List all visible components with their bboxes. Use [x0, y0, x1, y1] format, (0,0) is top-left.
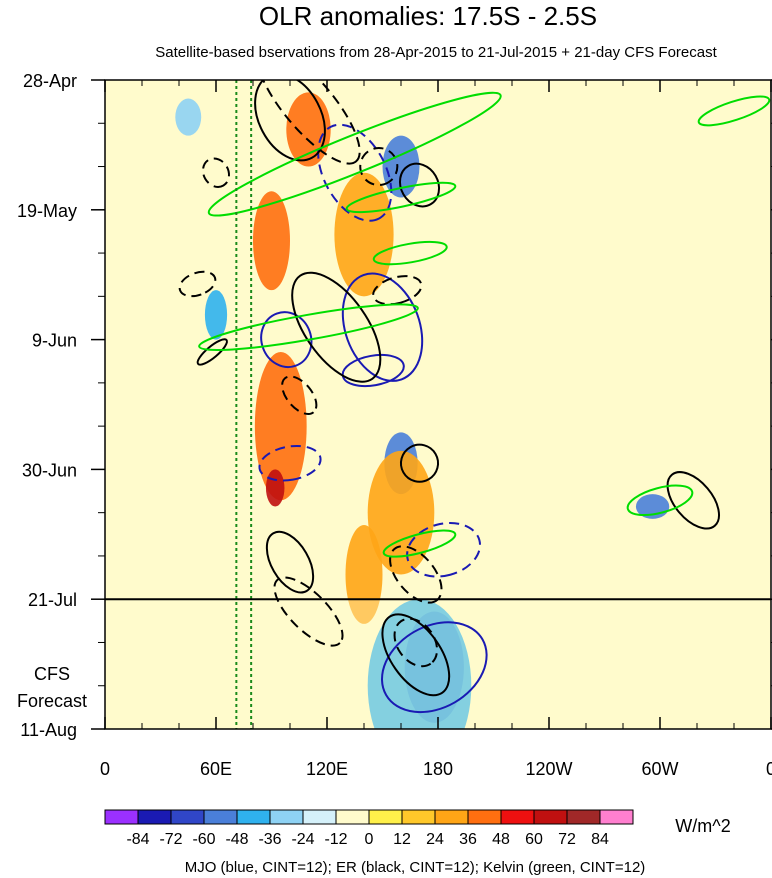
kelvin-contour-4	[626, 484, 694, 517]
anomaly-blob-9	[265, 469, 285, 507]
forecast-region-tint	[105, 599, 771, 729]
anomaly-blob-8	[254, 351, 307, 501]
colorbar-swatch-8	[368, 809, 403, 825]
y-tick-label: 21-Jul	[28, 590, 77, 610]
anomaly-blob-6	[175, 98, 202, 136]
chart-title: OLR anomalies: 17.5S - 2.5S	[259, 1, 597, 31]
colorbar-swatch-2	[170, 809, 205, 825]
er-contour-14	[359, 147, 399, 187]
y-tick-label: 11-Aug	[20, 720, 77, 740]
colorbar-label: 12	[393, 831, 411, 848]
er-contour-6	[399, 443, 440, 483]
colorbar-swatch-12	[500, 809, 535, 825]
er-contour-10	[273, 576, 344, 647]
mjo-contour-3	[258, 444, 322, 482]
anomaly-blob-7	[253, 191, 290, 291]
colorbar-swatch-10	[434, 809, 469, 825]
mjo-contour-2	[317, 123, 393, 222]
x-tick-label: 120E	[306, 759, 348, 779]
chart-subtitle: Satellite-based bservations from 28-Apr-…	[155, 44, 717, 61]
mjo-contour-1	[381, 621, 488, 714]
x-tick-label: 60E	[200, 759, 232, 779]
x-tick-label: 0	[100, 759, 110, 779]
colorbar-label: -12	[324, 831, 347, 848]
colorbar-swatch-14	[566, 809, 601, 825]
colorbar-label: -36	[258, 831, 281, 848]
er-contour-5	[398, 162, 441, 208]
er-contour-2	[265, 530, 315, 594]
mjo-contour-4	[406, 521, 481, 578]
colorbar-label: -84	[126, 831, 149, 848]
x-tick-label: 180	[423, 759, 453, 779]
y-tick-label: 28-Apr	[23, 71, 77, 91]
colorbar-swatch-4	[236, 809, 271, 825]
colorbar: -84 -72 -60 -48 -36 -24 -12 0 12 24 36 48 60 72 84	[104, 809, 634, 848]
er-contour-16	[201, 157, 231, 188]
colorbar-swatch-9	[401, 809, 436, 825]
er-contour-7	[196, 338, 228, 366]
anomaly-blob-2	[367, 599, 472, 729]
colorbar-swatch-3	[203, 809, 238, 825]
colorbar-swatch-13	[533, 809, 568, 825]
er-contour-9	[281, 375, 318, 415]
colorbar-label: -24	[291, 831, 314, 848]
colorbar-swatch-11	[467, 809, 502, 825]
y-tick-label: 19-May	[17, 201, 77, 221]
x-tick-label: 0	[766, 759, 772, 779]
y-tick-label: 30-Jun	[22, 460, 77, 480]
wave-contours	[178, 80, 771, 714]
mjo-contour-0	[341, 272, 424, 382]
colorbar-swatch-15	[599, 809, 634, 825]
anomaly-blob-4	[204, 290, 228, 340]
er-contour-3	[666, 471, 720, 530]
x-axis: 0 60E 120E 180 120W 60W 0	[100, 80, 772, 779]
colorbar-swatch-7	[335, 809, 370, 825]
y-tick-label: 9-Jun	[32, 331, 77, 351]
colorbar-swatch-5	[269, 809, 304, 825]
forecast-label-line2: Forecast	[17, 691, 87, 711]
kelvin-contour-5	[382, 529, 457, 558]
kelvin-contour-2	[198, 303, 419, 352]
colorbar-label: 60	[525, 831, 543, 848]
kelvin-contour-3	[372, 240, 448, 266]
colorbar-swatch-0	[104, 809, 139, 825]
colorbar-label: 0	[365, 831, 374, 848]
er-contour-0	[254, 80, 326, 162]
anomaly-blob-11	[334, 172, 394, 297]
colorbar-label: 72	[558, 831, 576, 848]
colorbar-label: 24	[426, 831, 444, 848]
colorbar-label: -72	[159, 831, 182, 848]
colorbar-label: -48	[225, 831, 248, 848]
colorbar-swatch-6	[302, 809, 337, 825]
kelvin-contour-6	[697, 95, 771, 127]
mjo-contour-6	[260, 311, 313, 369]
colorbar-units: W/m^2	[675, 816, 730, 836]
er-contour-1	[291, 271, 382, 383]
plot-area	[105, 80, 771, 729]
er-contour-15	[372, 275, 423, 306]
x-tick-label: 60W	[641, 759, 678, 779]
reference-lines	[235, 80, 253, 729]
colorbar-label: -60	[192, 831, 215, 848]
colorbar-label: 48	[492, 831, 510, 848]
forecast-label-line1: CFS	[34, 664, 70, 684]
kelvin-contour-1	[345, 181, 457, 214]
y-axis: 28-Apr 19-May 9-Jun 30-Jun 21-Jul 11-Aug	[17, 71, 772, 740]
colorbar-label: 84	[591, 831, 609, 848]
contour-legend: MJO (blue, CINT=12); ER (black, CINT=12)…	[185, 859, 646, 876]
x-tick-label: 120W	[525, 759, 572, 779]
colorbar-label: 36	[459, 831, 477, 848]
colorbar-swatch-1	[137, 809, 172, 825]
er-contour-13	[178, 270, 217, 298]
er-contour-12	[393, 617, 439, 668]
kelvin-contour-0	[207, 91, 502, 217]
